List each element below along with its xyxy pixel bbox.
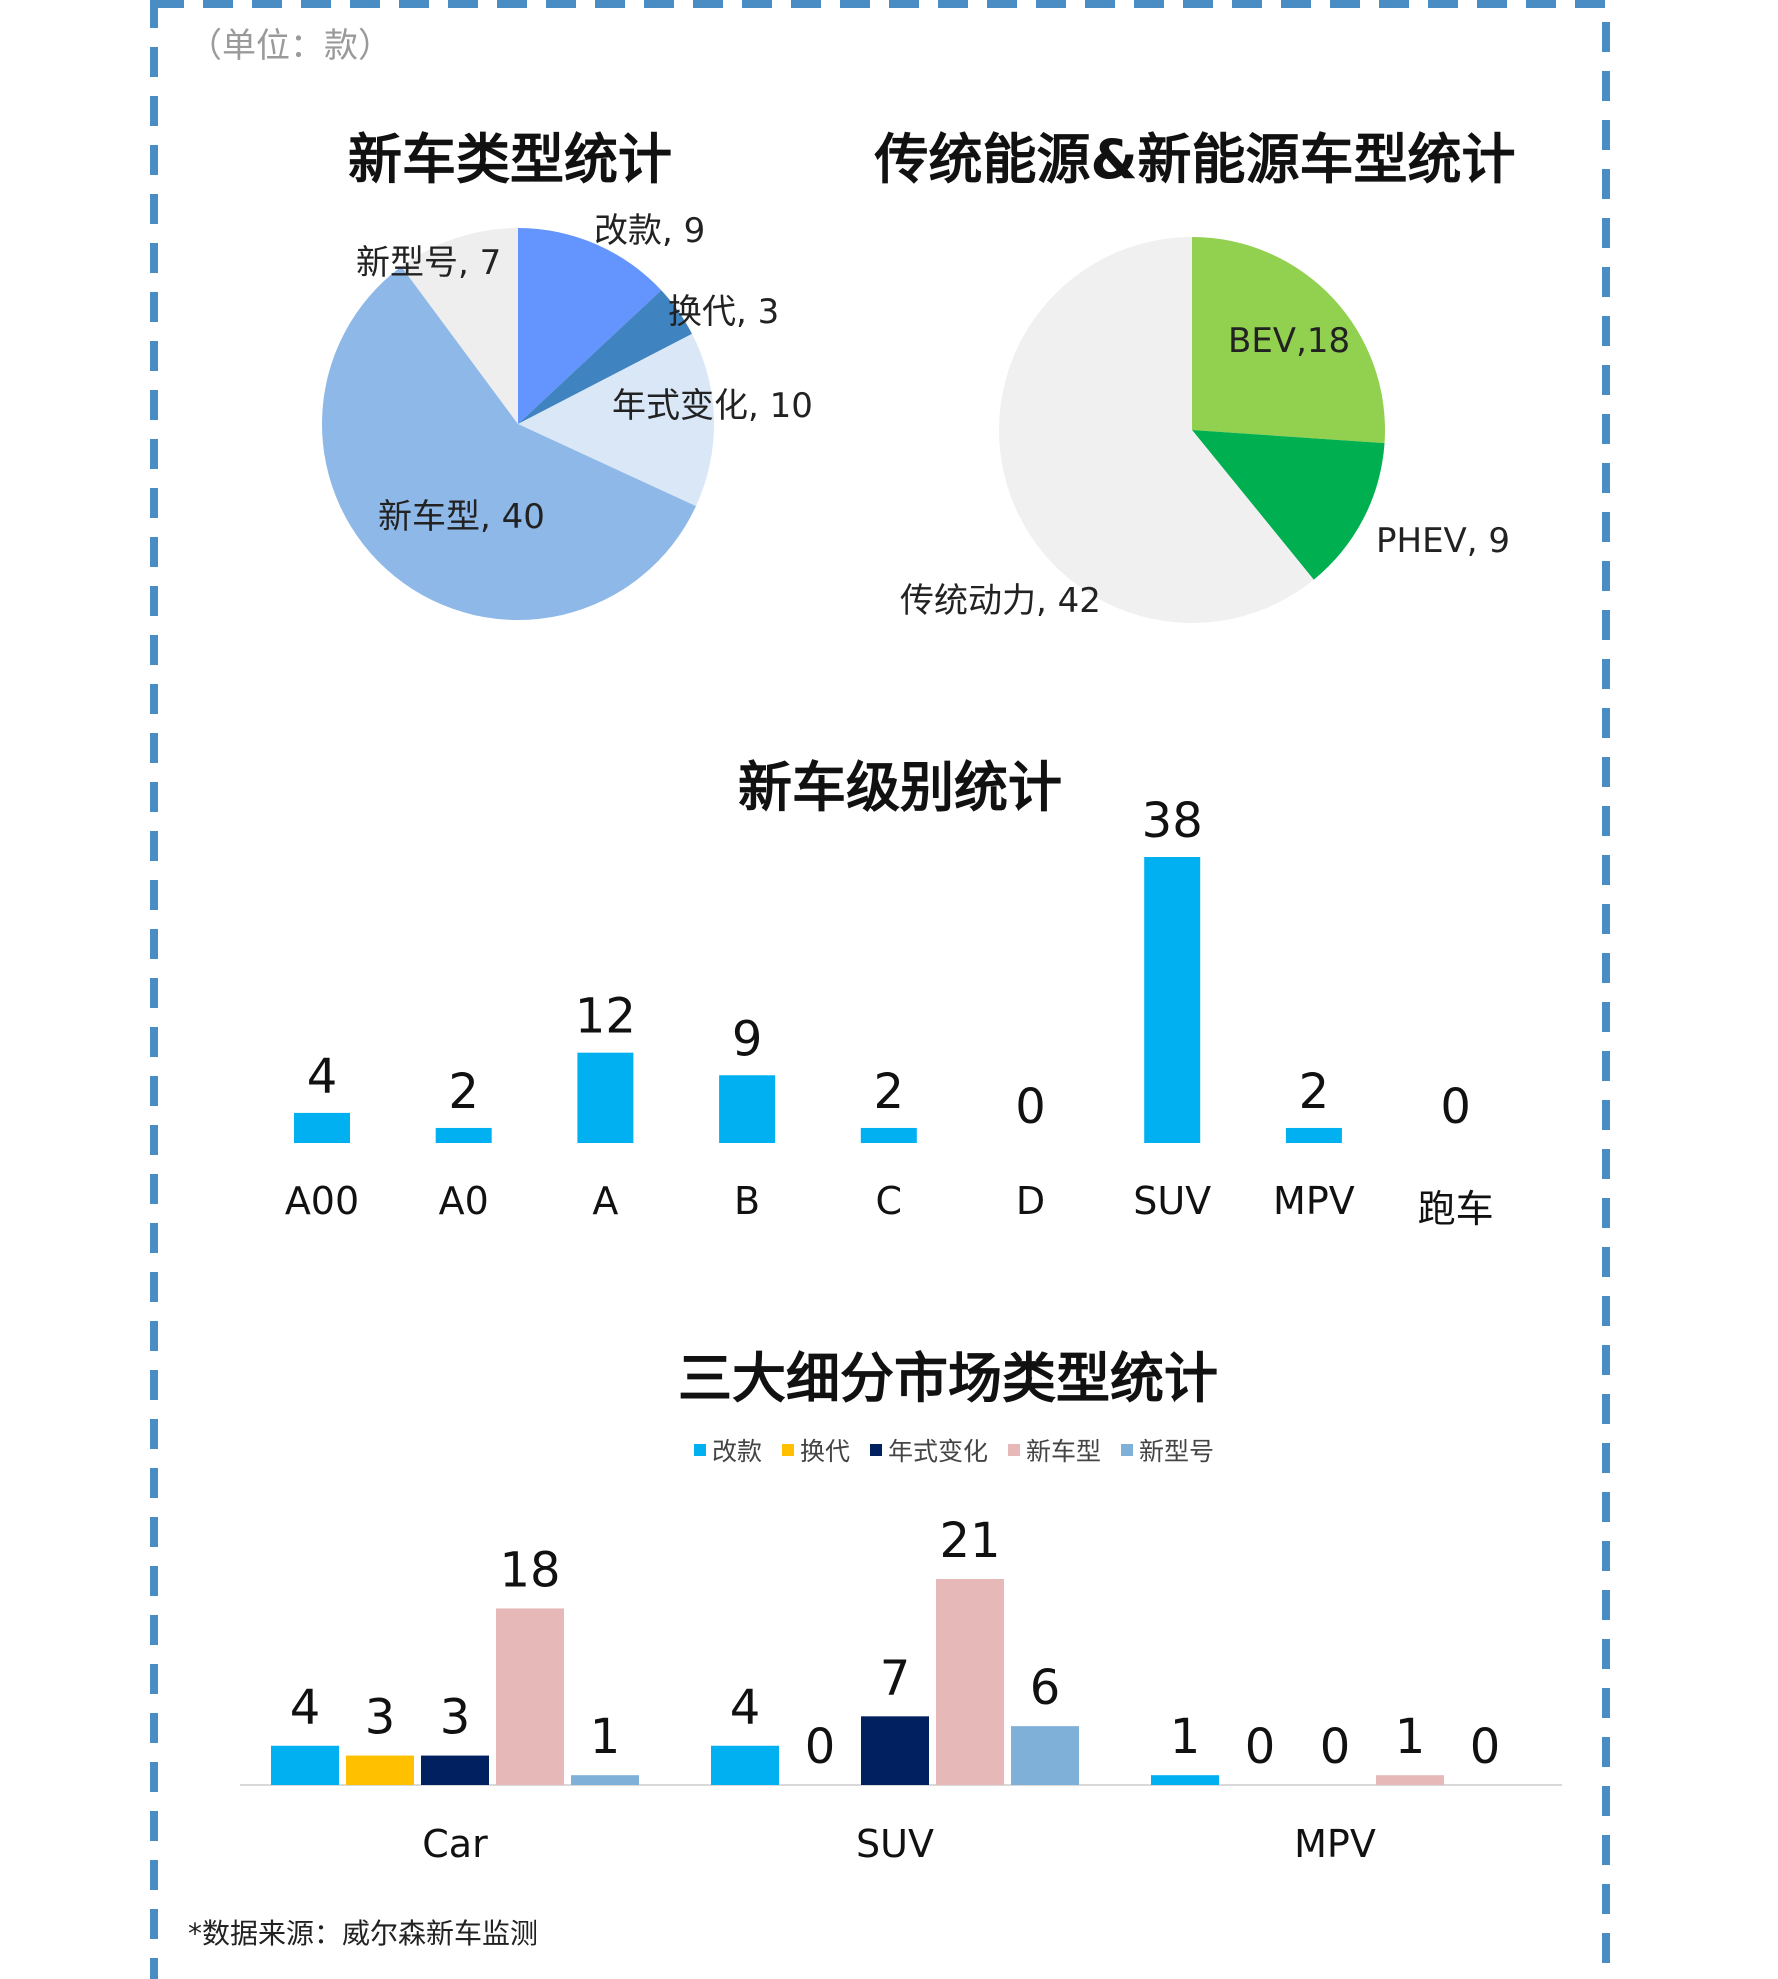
pie1-data-label-3: 新车型, 40: [378, 497, 545, 537]
legend-swatch-3: [1008, 1444, 1020, 1456]
unit-note: （单位：款）: [188, 26, 392, 66]
class-category-label-0: A00: [285, 1179, 359, 1223]
segment-bar-1-4: [1011, 1726, 1079, 1785]
bar-chart-2-title: 三大细分市场类型统计: [678, 1347, 1218, 1410]
class-category-label-4: C: [876, 1179, 903, 1223]
new-car-type-pie: 改款, 9 换代, 3 年式变化, 10 新车型, 40 新型号, 7: [322, 211, 813, 620]
segment-category-label-1: SUV: [856, 1822, 934, 1866]
segment-value-label-2-1: 0: [1245, 1719, 1276, 1775]
class-value-label-6: 38: [1142, 793, 1203, 849]
class-category-label-7: MPV: [1273, 1179, 1355, 1223]
class-value-label-3: 9: [732, 1011, 763, 1067]
class-value-label-5: 0: [1015, 1079, 1046, 1135]
pie1-data-label-2: 年式变化, 10: [612, 386, 813, 426]
vehicle-class-bar-chart: 4 A00 2 A0 12 A 9 B 2 C 0 D 38 SUV 2 MPV 0 跑车: [285, 793, 1494, 1231]
segment-value-label-0-0: 4: [290, 1680, 321, 1736]
class-category-label-1: A0: [439, 1179, 489, 1223]
legend-swatch-1: [782, 1444, 794, 1456]
class-value-label-8: 0: [1440, 1079, 1471, 1135]
class-value-label-2: 12: [575, 989, 636, 1045]
segment-bar-0-0: [271, 1745, 339, 1785]
legend-swatch-0: [694, 1444, 706, 1456]
legend-label-2: 年式变化: [888, 1437, 988, 1466]
pie2-slice-1: [1192, 430, 1385, 580]
segment-bar-2-0: [1151, 1775, 1219, 1785]
class-category-label-2: A: [592, 1179, 618, 1223]
segment-value-label-1-2: 7: [880, 1650, 911, 1706]
legend-label-0: 改款: [712, 1437, 762, 1466]
dashed-border: [150, 0, 1610, 1979]
class-value-label-7: 2: [1299, 1064, 1330, 1120]
energy-type-pie: BEV,18 PHEV, 9 传统动力, 42: [900, 237, 1510, 623]
segment-value-label-2-2: 0: [1320, 1719, 1351, 1775]
pie1-data-label-1: 换代, 3: [668, 292, 779, 332]
class-bar-7: [1285, 1127, 1342, 1143]
segment-bar-1-0: [711, 1745, 779, 1785]
segment-bar-2-3: [1376, 1775, 1444, 1785]
segment-bar-0-3: [496, 1608, 564, 1785]
pie2-data-label-0: BEV,18: [1228, 321, 1350, 361]
pie-chart-2-title: 传统能源&新能源车型统计: [873, 128, 1515, 191]
segment-value-label-1-4: 6: [1030, 1660, 1061, 1716]
pie2-slice-0: [1192, 237, 1385, 444]
class-value-label-1: 2: [448, 1064, 479, 1120]
legend-label-1: 换代: [800, 1437, 850, 1466]
class-bar-2: [577, 1052, 634, 1143]
segment-chart-legend: 改款 换代 年式变化 新车型 新型号: [694, 1437, 1214, 1466]
segment-value-label-2-0: 1: [1170, 1709, 1201, 1765]
segment-value-label-0-2: 3: [440, 1690, 471, 1746]
pie1-data-label-4: 新型号, 7: [356, 243, 501, 283]
class-value-label-0: 4: [307, 1049, 338, 1105]
class-bar-0: [294, 1112, 350, 1143]
segment-bar-0-1: [346, 1755, 414, 1785]
class-category-label-5: D: [1016, 1179, 1045, 1223]
bar-chart-1-title: 新车级别统计: [738, 756, 1062, 819]
pie2-data-label-2: 传统动力, 42: [900, 581, 1101, 621]
pie-chart-1-title: 新车类型统计: [348, 128, 672, 191]
segment-bar-1-2: [861, 1716, 929, 1785]
class-bar-6: [1144, 857, 1201, 1143]
class-category-label-6: SUV: [1133, 1179, 1211, 1223]
pie1-slice-2: [518, 333, 714, 507]
legend-swatch-4: [1121, 1444, 1133, 1456]
pie2-slice-2: [998, 237, 1314, 623]
segment-value-label-2-4: 0: [1470, 1719, 1501, 1775]
class-bar-3: [719, 1075, 776, 1143]
segment-value-label-0-1: 3: [365, 1690, 396, 1746]
class-category-label-8: 跑车: [1418, 1187, 1494, 1231]
pie1-slice-4: [401, 228, 518, 424]
segment-category-label-0: Car: [422, 1822, 488, 1866]
legend-label-4: 新型号: [1139, 1437, 1214, 1466]
segment-value-label-1-3: 21: [939, 1513, 1000, 1569]
segment-value-label-0-3: 18: [499, 1542, 560, 1598]
segment-category-label-2: MPV: [1294, 1822, 1376, 1866]
legend-label-3: 新车型: [1026, 1437, 1101, 1466]
class-category-label-3: B: [734, 1179, 760, 1223]
pie1-slice-3: [322, 266, 696, 620]
pie2-data-label-1: PHEV, 9: [1376, 521, 1510, 561]
segment-value-label-0-4: 1: [590, 1709, 621, 1765]
pie1-slice-1: [518, 290, 693, 424]
class-bar-4: [860, 1127, 917, 1143]
class-value-label-4: 2: [874, 1064, 905, 1120]
pie1-data-label-0: 改款, 9: [594, 211, 705, 251]
segment-value-label-2-3: 1: [1395, 1709, 1426, 1765]
segment-value-label-1-0: 4: [730, 1680, 761, 1736]
class-bar-1: [435, 1127, 492, 1143]
segment-bar-0-4: [571, 1775, 639, 1785]
segment-bar-0-2: [421, 1755, 489, 1785]
pie1-slice-0: [518, 228, 662, 424]
segment-value-label-1-1: 0: [805, 1719, 836, 1775]
segment-bar-1-3: [936, 1579, 1004, 1785]
source-note: *数据来源：威尔森新车监测: [188, 1917, 538, 1950]
legend-swatch-2: [870, 1444, 882, 1456]
